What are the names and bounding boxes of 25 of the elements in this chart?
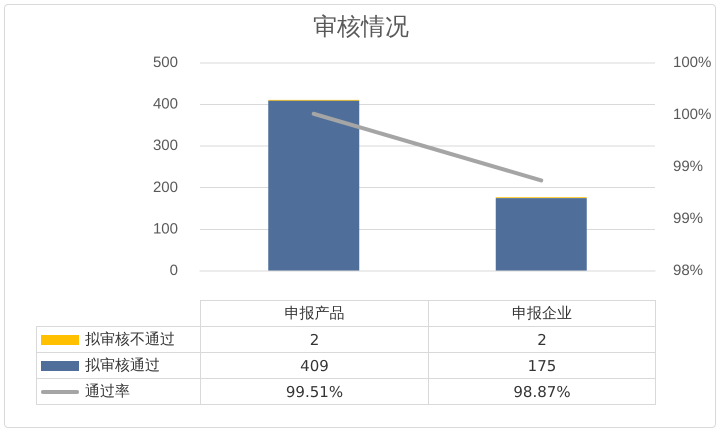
bar [268, 100, 360, 270]
y2-tick-label: 99% [673, 210, 704, 228]
data-label: 99.51% [200, 378, 428, 404]
y-tick-label: 500 [152, 54, 178, 71]
y-tick-label: 0 [170, 262, 178, 280]
x-tick-label: 申报企业 [428, 300, 656, 326]
y2-tick-label: 100% [673, 54, 712, 71]
y-tick-label: 400 [152, 96, 178, 113]
data-label: 409 [200, 352, 428, 378]
data-label: 175 [428, 352, 656, 378]
y-tick-label: 300 [152, 137, 178, 154]
chart-title: 审核情况 [313, 12, 409, 41]
y2-tick-label: 98% [673, 262, 704, 280]
bar [496, 198, 587, 270]
legend-label: 通过率 [85, 382, 130, 400]
y2-tick-label: 99% [673, 158, 704, 176]
y-tick-label: 200 [152, 178, 178, 196]
data-label: 2 [200, 326, 428, 352]
legend-label: 拟审核不通过 [85, 330, 175, 348]
data-label: 2 [428, 326, 656, 352]
x-tick-label: 申报产品 [200, 300, 428, 326]
y-tick-label: 100 [152, 220, 178, 238]
legend-label: 拟审核通过 [85, 356, 160, 374]
y2-tick-label: 100% [673, 106, 712, 123]
data-label: 98.87% [428, 378, 656, 404]
